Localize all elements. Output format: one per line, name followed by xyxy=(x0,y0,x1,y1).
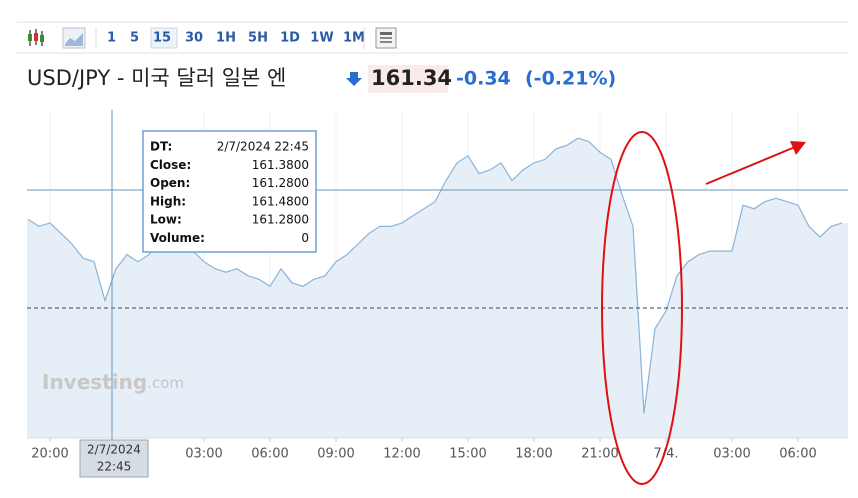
x-tick-label: 03:00 xyxy=(713,447,750,462)
price-highlight xyxy=(368,65,448,93)
tooltip-value: 161.4800 xyxy=(252,194,309,208)
interval-group: 1 5 15 30 1H 5H 1D 1W 1M xyxy=(107,27,365,49)
down-arrow-icon xyxy=(346,72,362,86)
candle-icon[interactable] xyxy=(28,29,44,46)
area-fill xyxy=(27,138,848,438)
interval-active xyxy=(150,27,178,49)
plot-area: 20:00 03:00 06:00 09:00 12:00 15:00 18:00 21:00… xyxy=(27,110,848,462)
tooltip-value: 0 xyxy=(301,231,309,245)
x-tick-label: 12:00 xyxy=(383,447,420,462)
x-tick-label: 06:00 xyxy=(251,447,288,462)
instrument-title: USD/JPY - 미국 달러 일본 엔 xyxy=(27,66,286,90)
tooltip-rows: DT: 2/7/2024 22:45 Close: 161.3800 Open: 161.… xyxy=(150,140,309,246)
crosshair-time: 22:45 xyxy=(97,460,132,474)
x-tick-label: 15:00 xyxy=(449,447,486,462)
annotation-arrowhead xyxy=(790,141,806,155)
crosshair-date: 2/7/2024 xyxy=(87,443,141,457)
interval-button[interactable]: 5H xyxy=(248,31,268,46)
interval-button[interactable]: 1W xyxy=(310,31,333,46)
interval-button[interactable]: 1D xyxy=(280,31,300,46)
tooltip-label: Open: xyxy=(150,176,190,190)
x-tick-label: 20:00 xyxy=(31,447,68,462)
area-icon[interactable] xyxy=(62,27,86,49)
tooltip-label: High: xyxy=(150,194,186,208)
price-change-pct: (-0.21%) xyxy=(525,68,616,90)
interval-button[interactable]: 15 xyxy=(153,31,171,46)
x-tick-label: 18:00 xyxy=(515,447,552,462)
x-tick-label: 7/4. xyxy=(653,447,678,462)
watermark-domain: .com xyxy=(147,374,184,392)
tooltip-value: 161.3800 xyxy=(252,158,309,172)
x-tick-label: 06:00 xyxy=(779,447,816,462)
tooltip-label: Volume: xyxy=(150,231,205,245)
settings-icon[interactable] xyxy=(375,27,397,49)
interval-button[interactable]: 1M xyxy=(343,31,365,46)
x-tick-label: 21:00 xyxy=(581,447,618,462)
tooltip xyxy=(142,130,317,253)
interval-button[interactable]: 1 xyxy=(107,31,116,46)
tooltip-value: 161.2800 xyxy=(252,176,309,190)
annotation-arrow xyxy=(705,146,796,185)
tooltip-value: 2/7/2024 22:45 xyxy=(217,140,309,154)
price: 161.34 xyxy=(371,66,452,90)
tooltip-label: DT: xyxy=(150,140,172,154)
tooltip-label: Low: xyxy=(150,213,182,227)
crosshair-label-box xyxy=(79,439,149,478)
interval-button[interactable]: 1H xyxy=(216,31,236,46)
x-tick-label: 09:00 xyxy=(317,447,354,462)
highlight-ellipse xyxy=(601,131,683,485)
tooltip-value: 161.2800 xyxy=(252,213,309,227)
x-tick-label: 03:00 xyxy=(185,447,222,462)
watermark: Investing.com xyxy=(42,370,184,394)
interval-button[interactable]: 5 xyxy=(130,31,139,46)
price-change: -0.34 xyxy=(456,68,511,90)
tooltip-label: Close: xyxy=(150,158,191,172)
interval-button[interactable]: 30 xyxy=(185,31,203,46)
watermark-brand: Investing xyxy=(42,370,147,394)
